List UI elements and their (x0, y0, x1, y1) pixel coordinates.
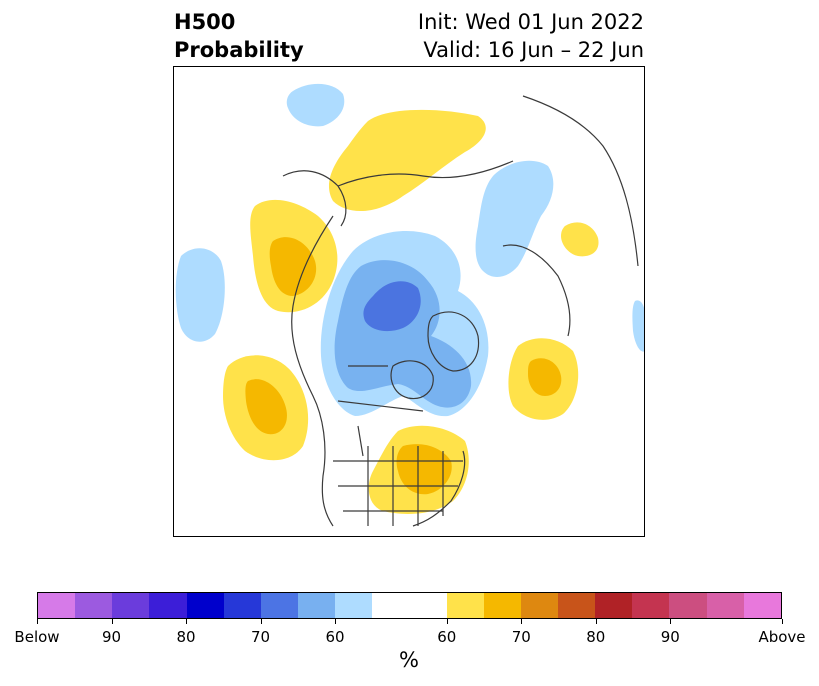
colorbar-segment (483, 593, 521, 618)
below-anomaly-bering (286, 83, 345, 127)
colorbar-tick-label: Above (758, 628, 806, 646)
colorbar-tick-label: 60 (437, 628, 457, 646)
colorbar-tick-mark (446, 619, 448, 624)
colorbar-segment (75, 593, 113, 618)
colorbar-segment (260, 593, 298, 618)
map-title-line1: H500 (174, 10, 236, 34)
north-america-east-coast (412, 450, 466, 527)
above-core-gulf-alaska (269, 237, 317, 296)
above-core-north-atlantic (528, 358, 562, 396)
colorbar-tick-mark (111, 619, 113, 624)
colorbar-tick-label: 60 (325, 628, 345, 646)
colorbar-segment (38, 593, 76, 618)
above-anomaly-black-sea (561, 222, 599, 257)
canada-provinces (337, 365, 424, 457)
anomaly-shading (175, 83, 645, 514)
below-core-arctic (334, 260, 472, 408)
colorbar-segment (446, 593, 484, 618)
colorbar-segment (297, 593, 336, 618)
us-state-grid (333, 446, 463, 526)
above-anomaly-siberia (328, 109, 486, 212)
forecast-dates: Init: Wed 01 Jun 2022 Valid: 16 Jun – 22… (418, 8, 644, 64)
colorbar-segment (112, 593, 150, 618)
colorbar-tick-label: 80 (176, 628, 196, 646)
map-title-line2: Probability (174, 38, 304, 62)
colorbar-tick-label: 70 (250, 628, 271, 646)
colorbar-segment (335, 593, 373, 618)
probability-colorbar (37, 592, 782, 619)
colorbar-segment (706, 593, 744, 618)
above-core-eastern-us (396, 444, 452, 495)
below-anomaly-east-asia (632, 300, 645, 352)
map-border (173, 66, 645, 537)
colorbar-segment (595, 593, 633, 618)
above-core-central-pacific (245, 379, 287, 435)
colorbar-tick-label: 90 (660, 628, 680, 646)
colorbar-tick-mark (260, 619, 262, 624)
greenland (427, 311, 480, 372)
below-deep-arctic (363, 281, 421, 332)
colorbar-segment (372, 593, 447, 618)
colorbar-segment (149, 593, 187, 618)
colorbar-tick-label: 70 (511, 628, 531, 646)
colorbar-tick-mark (521, 619, 523, 624)
hudson-bay (390, 360, 434, 400)
below-anomaly-western-pacific (175, 248, 225, 342)
map-title: H500 Probability (174, 8, 304, 64)
valid-dates: Valid: 16 Jun – 22 Jun (423, 38, 644, 62)
coastlines (282, 95, 639, 527)
north-america-west-coast (291, 215, 334, 527)
colorbar-tick-mark (335, 619, 336, 624)
europe-coast (502, 244, 571, 337)
colorbar-segment (632, 593, 670, 618)
below-anomaly-europe (475, 160, 554, 278)
colorbar-segment (186, 593, 224, 618)
colorbar-segment (743, 593, 781, 618)
colorbar-tick-label: Below (14, 628, 60, 646)
siberia-coast (337, 160, 514, 187)
probability-map (173, 66, 645, 537)
colorbar-segment (223, 593, 261, 618)
alaska-coast (282, 170, 347, 227)
colorbar-segment (557, 593, 596, 618)
asia-east-coast (522, 95, 639, 267)
colorbar-tick-mark (670, 619, 672, 624)
colorbar-tick-mark (595, 619, 597, 624)
init-date: Init: Wed 01 Jun 2022 (417, 10, 644, 34)
colorbar-tick-mark (186, 619, 187, 624)
colorbar-tick-label: 80 (586, 628, 606, 646)
colorbar-tick-label: 90 (101, 628, 122, 646)
colorbar-tick-mark (782, 619, 783, 624)
colorbar-tick-mark (37, 619, 38, 624)
colorbar-segment (669, 593, 707, 618)
colorbar-unit: % (399, 648, 419, 672)
colorbar-segment (520, 593, 558, 618)
